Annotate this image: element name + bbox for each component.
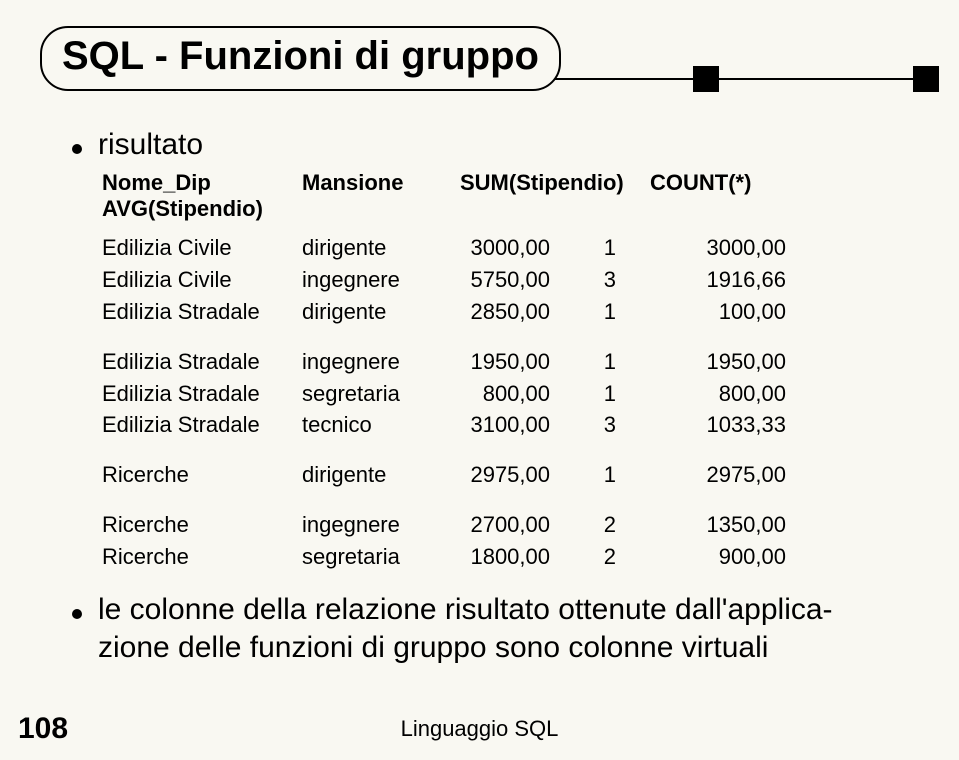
cell-avg: 1033,33 — [666, 409, 786, 441]
cell-count: 1 — [600, 378, 666, 410]
cell-mansione: ingegnere — [302, 509, 460, 541]
cell-nome: Edilizia Civile — [102, 264, 302, 296]
slide-title-wrap: SQL - Funzioni di gruppo — [40, 26, 920, 91]
cell-sum: 1950,00 — [460, 346, 600, 378]
table-row: Edilizia Stradaletecnico3100,0031033,33 — [102, 409, 902, 441]
bullet-item: le colonne della relazione risultato ott… — [72, 591, 902, 666]
table-row: Edilizia Civiledirigente3000,0013000,00 — [102, 232, 902, 264]
cell-sum: 800,00 — [460, 378, 600, 410]
col-header-nome: Nome_Dip — [102, 170, 302, 196]
col-header-mansione: Mansione — [302, 170, 460, 196]
cell-nome: Edilizia Stradale — [102, 409, 302, 441]
cell-count: 1 — [600, 346, 666, 378]
cell-avg: 2975,00 — [666, 459, 786, 491]
cell-nome: Ricerche — [102, 541, 302, 573]
bullet-item: risultato — [72, 128, 902, 162]
table-body: Edilizia Civiledirigente3000,0013000,00E… — [102, 232, 902, 573]
cell-sum: 5750,00 — [460, 264, 600, 296]
cell-mansione: tecnico — [302, 409, 460, 441]
cell-sum: 3000,00 — [460, 232, 600, 264]
table-row: Ricerchedirigente2975,0012975,00 — [102, 459, 902, 491]
cell-count: 2 — [600, 541, 666, 573]
slide-title: SQL - Funzioni di gruppo — [62, 34, 539, 78]
cell-count: 3 — [600, 264, 666, 296]
table-group: Edilizia Civiledirigente3000,0013000,00E… — [102, 232, 902, 328]
cell-sum: 2700,00 — [460, 509, 600, 541]
table-group: Edilizia Stradaleingegnere1950,0011950,0… — [102, 346, 902, 442]
cell-avg: 100,00 — [666, 296, 786, 328]
cell-avg: 1950,00 — [666, 346, 786, 378]
bullet-icon — [72, 609, 82, 619]
cell-nome: Ricerche — [102, 459, 302, 491]
table-row: Ricerchesegretaria1800,002900,00 — [102, 541, 902, 573]
table-header-row: Nome_DipMansioneSUM(Stipendio)COUNT(*) AV… — [102, 170, 902, 222]
table-row: Edilizia Stradaledirigente2850,001100,00 — [102, 296, 902, 328]
footer-text: Linguaggio SQL — [0, 716, 959, 742]
cell-avg: 800,00 — [666, 378, 786, 410]
cell-sum: 2975,00 — [460, 459, 600, 491]
cell-nome: Edilizia Stradale — [102, 346, 302, 378]
cell-count: 1 — [600, 232, 666, 264]
title-decor-square — [693, 66, 719, 92]
cell-avg: 900,00 — [666, 541, 786, 573]
cell-mansione: dirigente — [302, 459, 460, 491]
table-row: Edilizia Stradalesegretaria800,001800,00 — [102, 378, 902, 410]
title-bubble: SQL - Funzioni di gruppo — [40, 26, 561, 91]
slide-content: risultato Nome_DipMansioneSUM(Stipendio)… — [72, 128, 902, 672]
cell-sum: 1800,00 — [460, 541, 600, 573]
cell-avg: 1916,66 — [666, 264, 786, 296]
cell-mansione: ingegnere — [302, 264, 460, 296]
cell-count: 3 — [600, 409, 666, 441]
bullet-icon — [72, 144, 82, 154]
bullet-label: risultato — [98, 128, 203, 162]
cell-avg: 1350,00 — [666, 509, 786, 541]
col-header-sum: SUM(Stipendio) — [460, 170, 650, 196]
table-group: Ricercheingegnere2700,0021350,00Ricerche… — [102, 509, 902, 573]
cell-count: 1 — [600, 459, 666, 491]
col-header-count: COUNT(*) — [650, 170, 766, 196]
cell-mansione: segretaria — [302, 541, 460, 573]
note-text: le colonne della relazione risultato ott… — [98, 591, 833, 666]
title-decor-square — [913, 66, 939, 92]
cell-count: 1 — [600, 296, 666, 328]
cell-nome: Edilizia Civile — [102, 232, 302, 264]
result-table: Nome_DipMansioneSUM(Stipendio)COUNT(*) AV… — [102, 170, 902, 573]
cell-mansione: dirigente — [302, 232, 460, 264]
table-row: Edilizia Stradaleingegnere1950,0011950,0… — [102, 346, 902, 378]
table-row: Edilizia Civileingegnere5750,0031916,66 — [102, 264, 902, 296]
cell-avg: 3000,00 — [666, 232, 786, 264]
cell-sum: 2850,00 — [460, 296, 600, 328]
cell-nome: Ricerche — [102, 509, 302, 541]
table-group: Ricerchedirigente2975,0012975,00 — [102, 459, 902, 491]
cell-mansione: segretaria — [302, 378, 460, 410]
cell-nome: Edilizia Stradale — [102, 296, 302, 328]
cell-sum: 3100,00 — [460, 409, 600, 441]
cell-mansione: ingegnere — [302, 346, 460, 378]
cell-mansione: dirigente — [302, 296, 460, 328]
cell-nome: Edilizia Stradale — [102, 378, 302, 410]
cell-count: 2 — [600, 509, 666, 541]
table-row: Ricercheingegnere2700,0021350,00 — [102, 509, 902, 541]
col-header-avg: AVG(Stipendio) — [102, 196, 252, 222]
